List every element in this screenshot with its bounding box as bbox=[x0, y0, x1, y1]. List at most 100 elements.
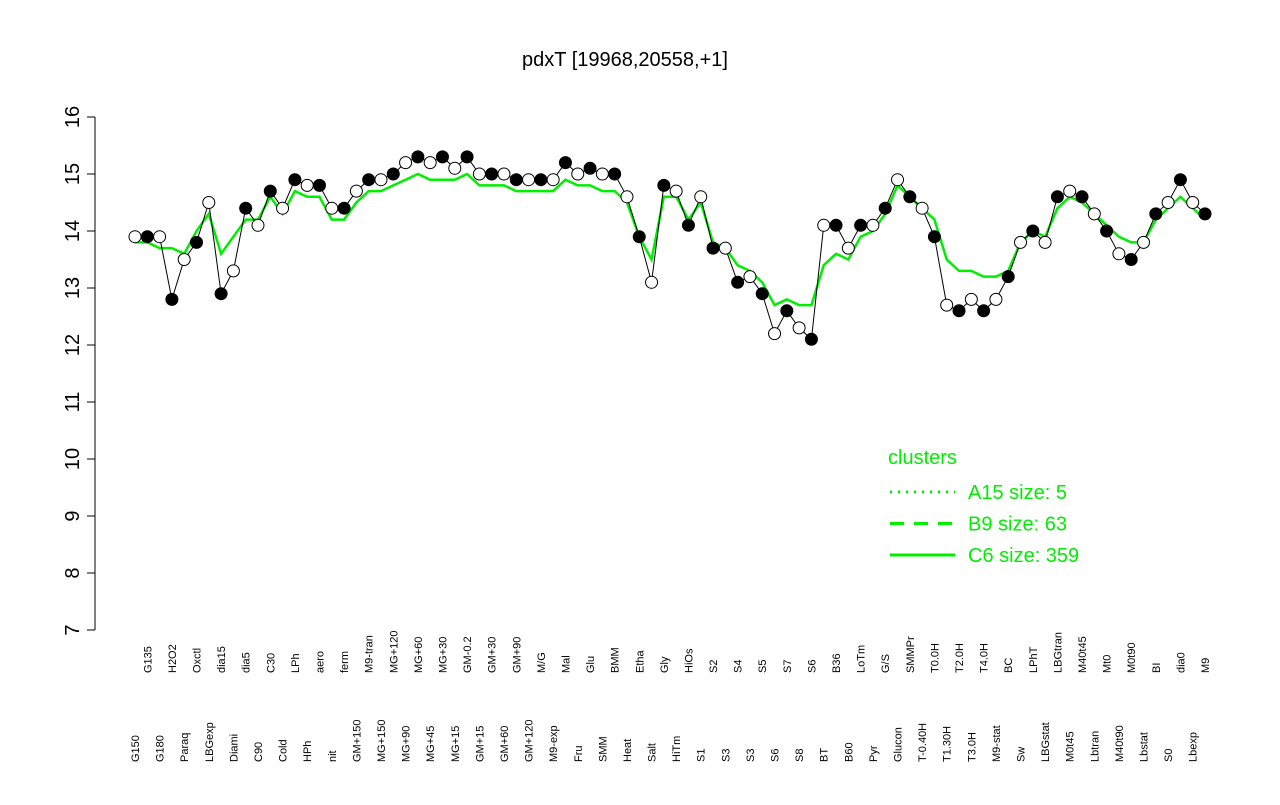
data-point bbox=[964, 292, 978, 306]
data-point bbox=[768, 327, 782, 341]
x-tick-label: T-0.40H bbox=[917, 723, 929, 762]
data-point bbox=[632, 230, 646, 244]
x-tick-label: Mal bbox=[560, 655, 572, 673]
y-tick-label: 16 bbox=[62, 106, 84, 128]
data-point bbox=[189, 235, 203, 249]
data-point bbox=[731, 275, 745, 289]
data-point bbox=[1050, 190, 1064, 204]
data-point bbox=[1186, 196, 1200, 209]
data-point bbox=[915, 201, 929, 215]
data-point bbox=[891, 173, 905, 187]
data-point bbox=[522, 173, 536, 187]
data-point bbox=[435, 150, 449, 164]
data-point bbox=[829, 218, 843, 232]
x-tick-label: GM+120 bbox=[524, 720, 536, 763]
y-tick-label: 10 bbox=[62, 448, 84, 470]
x-tick-label: Heat bbox=[622, 739, 634, 762]
x-tick-label: Diami bbox=[228, 734, 240, 762]
x-tick-label: aero bbox=[314, 651, 326, 673]
x-tick-label: M0t90 bbox=[1126, 642, 1138, 673]
data-point bbox=[509, 173, 523, 187]
x-tick-label: LPh bbox=[290, 653, 302, 673]
x-tick-label: MG+45 bbox=[425, 726, 437, 762]
x-tick-label: MG+15 bbox=[450, 726, 462, 762]
data-point bbox=[694, 190, 708, 204]
x-tick-label: G150 bbox=[130, 735, 142, 762]
data-point bbox=[251, 218, 265, 232]
x-tick-label: dia15 bbox=[216, 646, 228, 673]
data-point bbox=[128, 230, 142, 244]
x-tick-label: Pyr bbox=[868, 745, 880, 762]
x-tick-label: LBGexp bbox=[204, 722, 216, 762]
x-tick-label: HiOs bbox=[683, 648, 695, 673]
x-tick-label: T2.0H bbox=[954, 643, 966, 673]
legend-label: B9 size: 63 bbox=[968, 514, 1067, 536]
data-point bbox=[411, 150, 425, 164]
data-point bbox=[288, 173, 302, 187]
x-tick-label: S6 bbox=[770, 749, 782, 762]
data-point bbox=[804, 332, 818, 346]
data-point bbox=[399, 156, 413, 170]
y-tick-label: 14 bbox=[62, 220, 84, 242]
y-tick-label: 12 bbox=[62, 334, 84, 356]
x-tick-label: C90 bbox=[253, 742, 265, 762]
data-point bbox=[669, 184, 683, 198]
x-tick-label: T4.0H bbox=[979, 643, 991, 673]
data-point bbox=[1198, 207, 1212, 221]
data-point bbox=[239, 201, 253, 215]
data-point bbox=[1124, 253, 1138, 266]
data-point bbox=[681, 218, 695, 232]
x-tick-label: S8 bbox=[794, 749, 806, 762]
data-point bbox=[460, 150, 474, 164]
x-tick-label: LoTm bbox=[856, 645, 868, 673]
data-point bbox=[1001, 270, 1015, 284]
x-tick-label: GM+60 bbox=[499, 726, 511, 762]
data-point bbox=[940, 298, 954, 312]
x-tick-label: Lbstat bbox=[1139, 732, 1151, 762]
x-tick-label: LBGtran bbox=[1052, 632, 1064, 673]
x-tick-label: M9-stat bbox=[991, 725, 1003, 762]
data-point bbox=[374, 173, 388, 187]
x-tick-label: S0 bbox=[1163, 749, 1175, 762]
data-point bbox=[1075, 190, 1089, 204]
data-point bbox=[608, 167, 622, 181]
data-point bbox=[706, 241, 720, 255]
legend-label: C6 size: 359 bbox=[968, 545, 1079, 567]
data-point bbox=[878, 201, 892, 215]
x-tick-label: M9-exp bbox=[548, 725, 560, 762]
data-point bbox=[386, 167, 400, 181]
data-point bbox=[1063, 184, 1077, 198]
x-tick-label: S1 bbox=[696, 749, 708, 762]
x-tick-label: Etha bbox=[634, 649, 646, 673]
y-tick-label: 7 bbox=[62, 624, 84, 635]
data-point bbox=[497, 167, 511, 181]
data-point bbox=[153, 230, 167, 244]
data-point bbox=[325, 201, 339, 215]
x-tick-label: Mt0 bbox=[1102, 655, 1114, 673]
x-tick-label: Glu bbox=[585, 656, 597, 673]
data-point bbox=[423, 156, 437, 170]
data-point bbox=[1100, 224, 1114, 238]
x-tick-label: MG+120 bbox=[388, 631, 400, 674]
x-tick-label: BC bbox=[1003, 658, 1015, 673]
x-tick-label: S7 bbox=[782, 660, 794, 673]
x-tick-label: Gly bbox=[659, 656, 671, 673]
data-point bbox=[657, 178, 671, 192]
x-tick-label: H2O2 bbox=[167, 644, 179, 673]
x-tick-label: GM+90 bbox=[511, 637, 523, 673]
data-point bbox=[226, 264, 240, 278]
x-tick-label: G180 bbox=[155, 735, 167, 762]
x-tick-label: G135 bbox=[142, 646, 154, 673]
x-tick-label: M/G bbox=[536, 652, 548, 673]
x-tick-label: MG+60 bbox=[413, 637, 425, 673]
data-point bbox=[1087, 207, 1101, 221]
data-point bbox=[743, 270, 757, 284]
x-tick-label: Oxctl bbox=[191, 648, 203, 673]
y-tick-label: 11 bbox=[62, 392, 84, 413]
data-point bbox=[472, 167, 486, 181]
x-tick-label: S4 bbox=[733, 660, 745, 673]
data-point bbox=[595, 167, 609, 181]
data-point bbox=[263, 184, 277, 198]
x-tick-label: SMMPr bbox=[905, 636, 917, 673]
